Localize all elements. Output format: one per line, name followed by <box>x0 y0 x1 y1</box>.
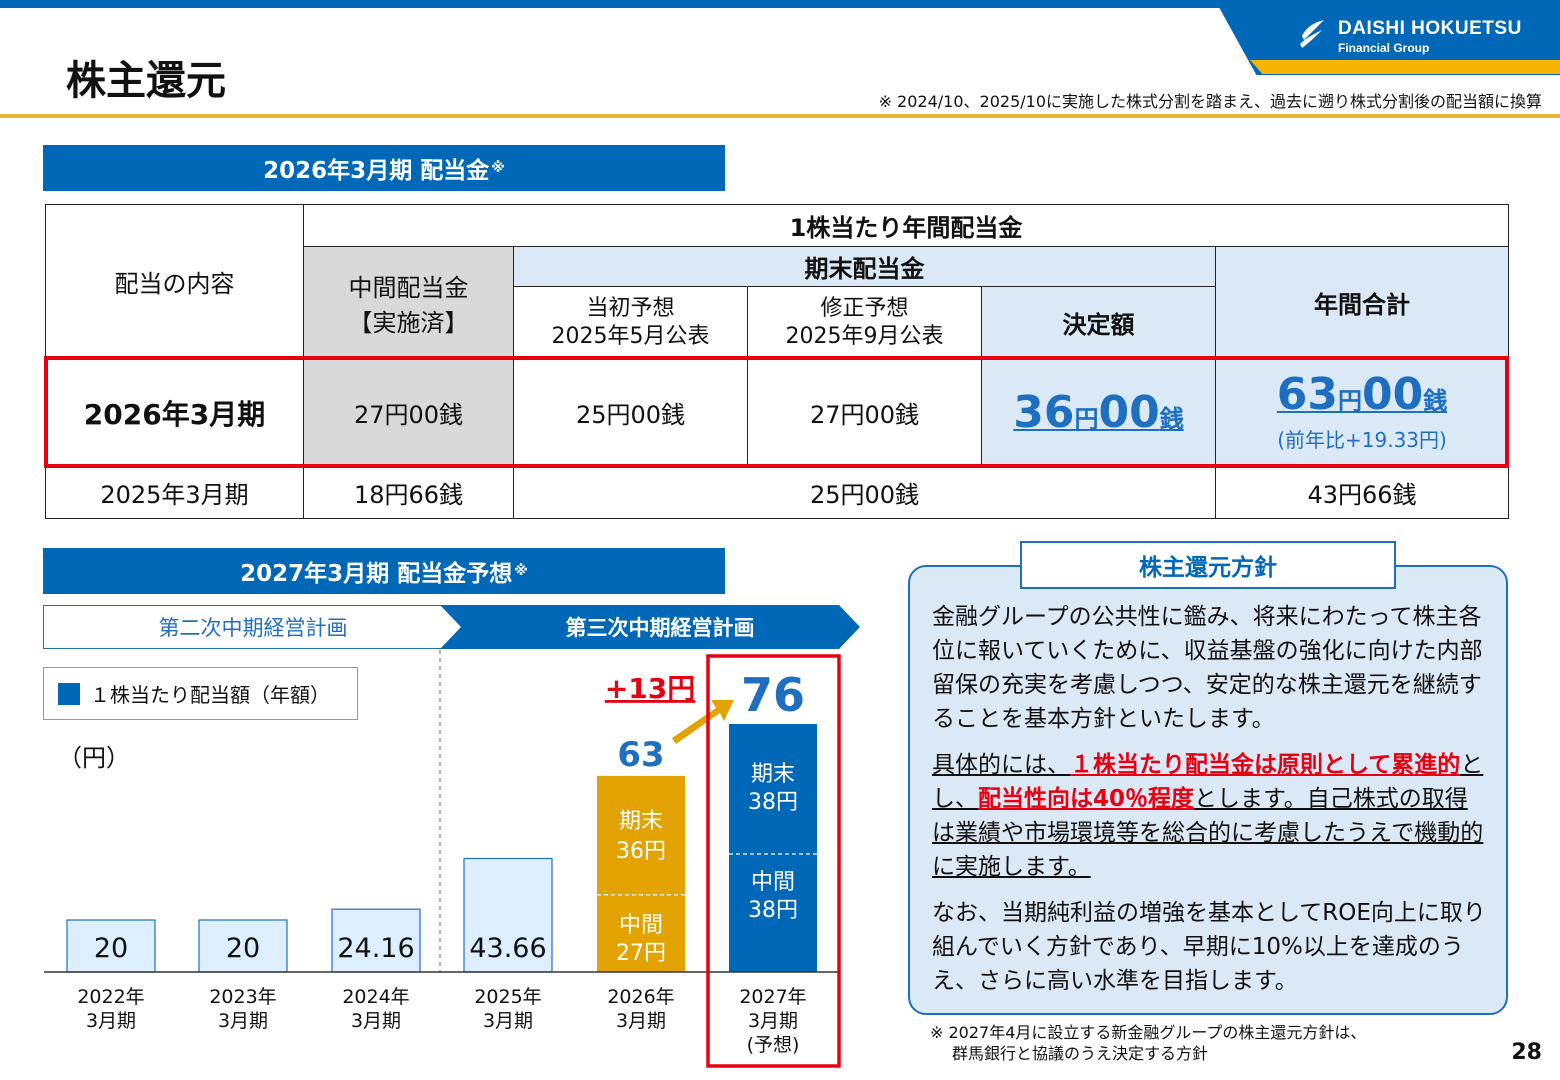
bar-1 <box>198 919 288 973</box>
highlight-frame <box>44 356 1509 468</box>
x-tick-label-3: 3月期 <box>483 1010 533 1032</box>
cell-interim: 27円00銭 <box>303 358 514 467</box>
logo-gold-band <box>1250 60 1560 74</box>
header-total: 年間合計 <box>1214 246 1510 359</box>
split-note: ※ 2024/10、2025/10に実施した株式分割を踏まえ、過去に遡り株式分割… <box>878 92 1542 111</box>
top-accent-bar <box>0 0 1560 8</box>
x-tick-label-0: 3月期 <box>86 1010 136 1032</box>
bar-3 <box>463 857 553 973</box>
value-label-4: 63 <box>617 735 664 775</box>
increase-arrow-icon <box>672 700 734 744</box>
stack-label-2026-yearend: 36円 <box>616 839 666 864</box>
x-tick-label-2: 3月期 <box>351 1010 401 1032</box>
page-number: 28 <box>1511 1040 1542 1065</box>
x-tick-label-3: 2025年 <box>474 986 541 1008</box>
x-tick-label-0: 2022年 <box>77 986 144 1008</box>
stack-label-2027-yearend: 期末 <box>751 762 795 787</box>
value-label-0: 20 <box>94 933 128 964</box>
table-row-2025: 2025年3月期 18円66銭 25円00銭 43円66銭 <box>45 466 1510 519</box>
stack-label-2026-yearend: 期末 <box>619 809 663 834</box>
chart-unit: （円） <box>58 744 130 772</box>
x-tick-label-5: 2027年 <box>739 986 806 1008</box>
bar-2026-interim <box>597 894 685 972</box>
section-dividend-2026: 2026年3月期 配当金 ※ <box>43 145 725 191</box>
cell-interim: 18円66銭 <box>303 466 514 519</box>
footnote: ※ 2027年4月に設立する新金融グループの株主還元方針は、 群馬銀行と協議のう… <box>930 1023 1367 1063</box>
bar-2026-yearend <box>597 775 685 895</box>
value-label-2: 24.16 <box>337 933 414 964</box>
stack-label-2026-interim: 27円 <box>616 941 666 966</box>
header-interim: 中間配当金 【実施済】 <box>303 246 514 359</box>
stack-label-2026-interim: 中間 <box>619 913 663 938</box>
cell-initial: 25円00銭 <box>513 358 748 467</box>
x-tick-label-4: 2026年 <box>607 986 674 1008</box>
header-decided: 決定額 <box>981 286 1216 359</box>
value-label-3: 43.66 <box>469 933 546 964</box>
x-tick-label-5: 3月期 <box>748 1010 798 1032</box>
policy-paragraph-2: 具体的には、１株当たり配当金は原則として累進的とし、配当性向は40％程度とします… <box>932 752 1484 880</box>
plan-third: 第三次中期経営計画 <box>440 605 860 649</box>
header-annual: 1株当たり年間配当金 <box>302 204 1510 247</box>
dividend-chart: 20 20 24.16 43.66中間27円期末36円63中間38円期末38円76+1… <box>44 650 841 1068</box>
section-dividend-forecast-2027: 2027年3月期 配当金予想 ※ <box>43 548 725 594</box>
header-content: 配当の内容 <box>45 204 304 359</box>
bar-2 <box>331 908 421 973</box>
header-yearend: 期末配当金 <box>513 246 1216 287</box>
stack-label-2027-interim: 38円 <box>748 898 798 923</box>
stack-label-2027-yearend: 38円 <box>748 790 798 815</box>
policy-paragraph-1: 金融グループの公共性に鑑み、将来にわたって株主各位に報いていくために、収益基盤の… <box>932 604 1483 732</box>
logo-name: DAISHI HOKUETSU <box>1338 18 1522 39</box>
forecast-highlight-frame <box>706 654 841 1068</box>
bar-2027-yearend <box>729 724 817 854</box>
note-mark: ※ <box>514 563 528 579</box>
increase-label: +13円 <box>605 672 695 705</box>
group-logo-icon <box>1300 20 1324 48</box>
policy-title: 株主還元方針 <box>1020 541 1396 589</box>
plan-second: 第二次中期経営計画 <box>43 605 463 649</box>
logo-subtitle: Financial Group <box>1338 41 1430 55</box>
legend-label: １株当たり配当額（年額） <box>90 683 330 707</box>
section-title: 2026年3月期 配当金 <box>263 158 490 184</box>
row-label: 2025年3月期 <box>45 466 304 519</box>
policy-body: 金融グループの公共性に鑑み、将来にわたって株主各位に報いていくために、収益基盤の… <box>932 600 1488 1010</box>
x-tick-label-2: 2024年 <box>342 986 409 1008</box>
bar-2027-interim <box>729 854 817 972</box>
policy-panel <box>908 565 1508 1015</box>
x-tick-label-5: (予想) <box>747 1034 800 1056</box>
x-tick-label-1: 3月期 <box>218 1010 268 1032</box>
cell-yearend: 25円00銭 <box>513 466 1216 519</box>
legend-swatch <box>58 682 80 705</box>
header-initial-forecast: 当初予想 2025年5月公表 <box>513 286 748 359</box>
page-title: 株主還元 <box>66 58 226 104</box>
value-label-1: 20 <box>226 933 260 964</box>
value-label-5: 76 <box>741 668 805 722</box>
stack-label-2027-interim: 中間 <box>751 870 795 895</box>
x-tick-label-1: 2023年 <box>209 986 276 1008</box>
note-mark: ※ <box>491 160 505 176</box>
header-divider <box>0 114 1560 118</box>
section-title: 2027年3月期 配当金予想 <box>240 561 513 587</box>
policy-paragraph-3: なお、当期純利益の増強を基本としてROE向上に取り組んでいく方針であり、早期に1… <box>932 900 1486 994</box>
x-tick-label-4: 3月期 <box>616 1010 666 1032</box>
header-revised-forecast: 修正予想 2025年9月公表 <box>747 286 982 359</box>
cell-total: 43円66銭 <box>1214 466 1510 519</box>
chart-legend: １株当たり配当額（年額） <box>43 667 358 720</box>
